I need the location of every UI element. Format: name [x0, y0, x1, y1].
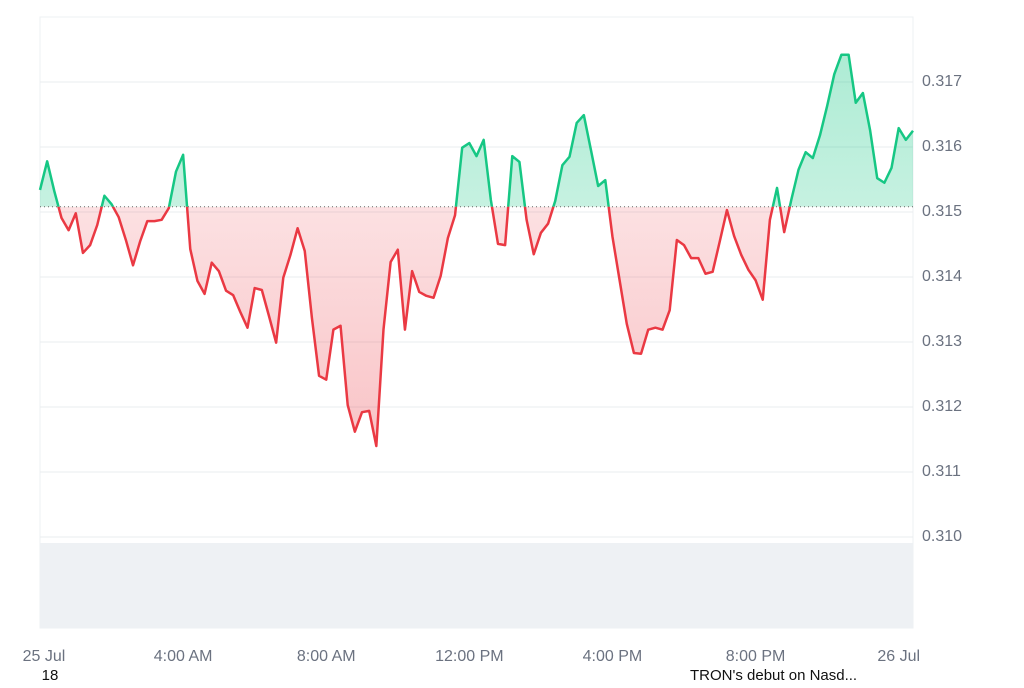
volume-area	[40, 543, 913, 628]
x-tick-label: 4:00 AM	[154, 648, 213, 665]
x-tick-label: 25 Jul	[23, 648, 66, 665]
event-count: 18	[42, 667, 59, 683]
price-line-down	[57, 206, 792, 448]
y-tick-label: 0.317	[922, 73, 962, 90]
x-tick-label: 12:00 PM	[435, 648, 503, 665]
y-tick-label: 0.312	[922, 398, 962, 415]
y-tick-label: 0.315	[922, 203, 962, 220]
x-tick-label: 26 Jul	[877, 648, 920, 665]
area-down	[58, 206, 790, 446]
x-tick-label: 4:00 PM	[583, 648, 643, 665]
area-up	[40, 54, 913, 207]
x-tick-label: 8:00 AM	[297, 648, 356, 665]
event-label: TRON's debut on Nasd...	[690, 667, 857, 683]
x-tick-label: 8:00 PM	[726, 648, 786, 665]
y-tick-label: 0.311	[922, 463, 961, 480]
y-tick-label: 0.314	[922, 268, 962, 285]
y-tick-label: 0.316	[922, 138, 962, 155]
plot-frame	[39, 16, 914, 629]
y-tick-label: 0.313	[922, 333, 962, 350]
y-tick-label: 0.310	[922, 528, 962, 545]
price-line-up	[38, 53, 914, 207]
